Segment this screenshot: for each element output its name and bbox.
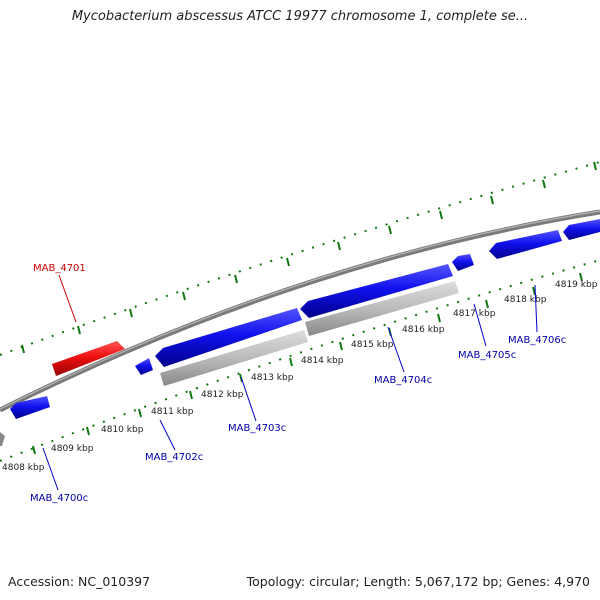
gene-arrow-MAB_4706c[interactable] [489, 230, 562, 259]
kbp-label: 4813 kbp [251, 373, 294, 383]
gene-leader-lines [42, 274, 538, 491]
kbp-label: 4811 kbp [151, 407, 194, 417]
gene-fragment-left[interactable] [0, 432, 5, 446]
outer-tick-ring [0, 161, 600, 356]
pseudogene-block-1[interactable] [160, 330, 308, 386]
pseudogene-block-2[interactable] [305, 281, 459, 336]
gene-arrow-right-edge[interactable] [563, 219, 600, 240]
gene-label-MAB_4705c[interactable]: MAB_4705c [458, 350, 516, 361]
gene-label-MAB_4702c[interactable]: MAB_4702c [145, 452, 203, 463]
gene-labels: MAB_4701 MAB_4700c MAB_4702c MAB_4703c M… [30, 263, 566, 504]
gene-arrow-MAB_4704c[interactable] [300, 264, 453, 318]
reverse-strand-genes [10, 219, 600, 419]
kbp-label: 4809 kbp [51, 444, 94, 454]
gene-arrow-MAB_4701[interactable] [52, 341, 125, 376]
kbp-label: 4815 kbp [351, 340, 394, 350]
chromosome-backbone [0, 209, 600, 413]
kbp-label: 4819 kbp [555, 280, 598, 290]
gene-arrow-MAB_4702c[interactable] [135, 358, 153, 375]
map-title: Mycobacterium abscessus ATCC 19977 chrom… [71, 9, 529, 24]
gene-label-MAB_4706c[interactable]: MAB_4706c [508, 335, 566, 346]
pseudogenes [160, 281, 459, 386]
accession-text: Accession: NC_010397 [8, 574, 151, 589]
kbp-label: 4812 kbp [201, 390, 244, 400]
outer-major-ticks [21, 161, 597, 354]
kbp-labels: 4808 kbp 4809 kbp 4810 kbp 4811 kbp 4812… [2, 280, 598, 473]
kbp-label: 4817 kbp [453, 309, 496, 319]
gene-label-MAB_4700c[interactable]: MAB_4700c [30, 493, 88, 504]
gene-arrow-MAB_4703c[interactable] [155, 308, 302, 367]
gene-label-MAB_4701[interactable]: MAB_4701 [33, 263, 86, 274]
kbp-label: 4808 kbp [2, 463, 45, 473]
kbp-label: 4816 kbp [402, 325, 445, 335]
kbp-label: 4814 kbp [301, 356, 344, 366]
gene-arrow-MAB_4700c[interactable] [10, 396, 50, 419]
genome-summary-text: Topology: circular; Length: 5,067,172 bp… [246, 574, 590, 589]
gene-label-MAB_4704c[interactable]: MAB_4704c [374, 375, 432, 386]
gene-label-MAB_4703c[interactable]: MAB_4703c [228, 423, 286, 434]
kbp-label: 4818 kbp [504, 295, 547, 305]
kbp-label: 4810 kbp [101, 425, 144, 435]
gene-arrow-MAB_4705c[interactable] [452, 254, 474, 271]
